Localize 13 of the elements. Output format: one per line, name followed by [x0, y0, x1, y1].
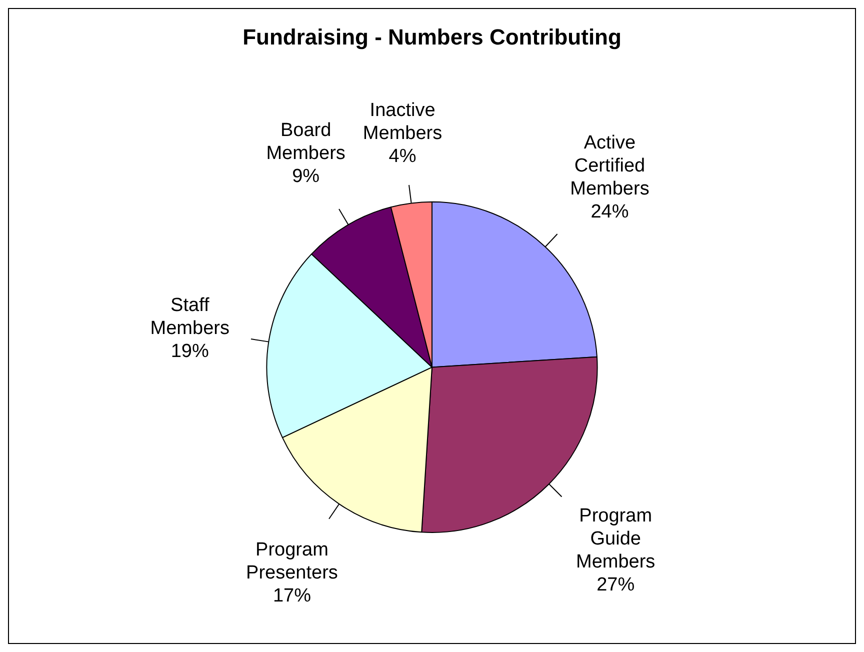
data-label: 19% [170, 341, 209, 362]
slice-label: Board Members [266, 120, 346, 164]
data-label: 27% [596, 574, 635, 596]
data-label: 24% [590, 202, 629, 223]
data-label: 9% [292, 166, 320, 188]
slice-label: Inactive Members [362, 100, 442, 144]
data-label: 17% [272, 585, 312, 606]
slice-label: Active Certified Members [570, 132, 650, 200]
data-label: 4% [388, 146, 416, 168]
slice-label: Program Guide Members [576, 506, 656, 573]
slice-label: Staff Members [150, 295, 230, 340]
chart-title: Fundraising - Numbers Contributing [242, 24, 622, 50]
slice-label: Program Presenters [246, 539, 338, 584]
